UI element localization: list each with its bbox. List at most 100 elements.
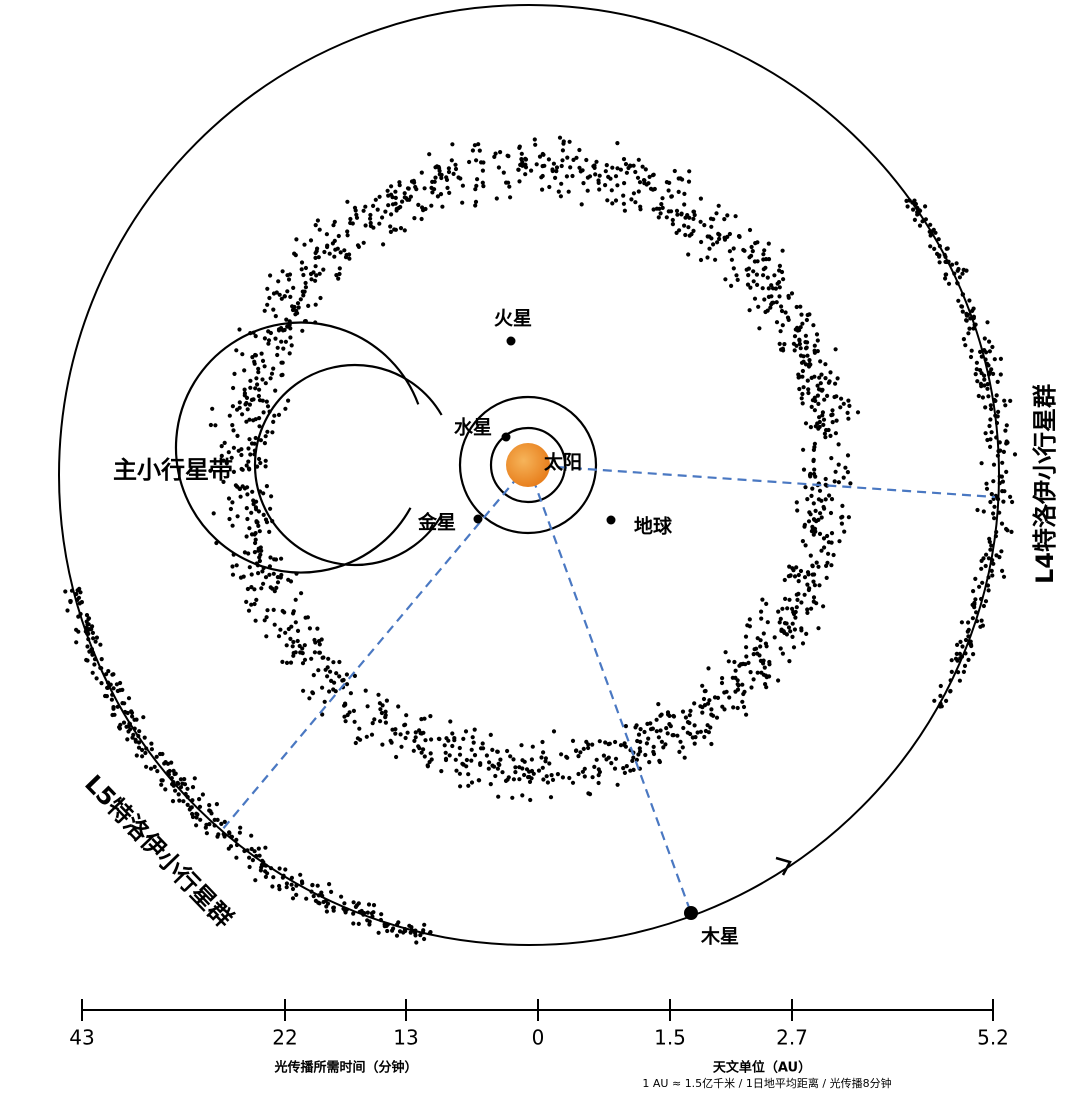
asteroid	[290, 886, 296, 892]
asteroid	[234, 348, 239, 353]
asteroid	[811, 501, 816, 506]
asteroid	[547, 184, 552, 190]
asteroid	[670, 217, 675, 223]
scale-tick-label: 2.7	[776, 1026, 808, 1050]
asteroid	[163, 787, 168, 792]
asteroid	[687, 169, 692, 174]
asteroid	[394, 933, 400, 938]
asteroid	[785, 606, 790, 611]
asteroid	[760, 597, 765, 602]
asteroid	[511, 757, 516, 762]
asteroid	[755, 651, 760, 656]
jupiter-line	[526, 464, 693, 914]
asteroid	[979, 461, 984, 466]
asteroid	[816, 517, 821, 523]
asteroid	[331, 908, 336, 913]
asteroid	[823, 435, 828, 440]
asteroid	[587, 174, 593, 179]
asteroid	[207, 803, 212, 808]
asteroid	[806, 387, 811, 392]
asteroid	[531, 771, 536, 776]
asteroid	[714, 211, 719, 216]
asteroid	[717, 236, 722, 241]
asteroid	[604, 163, 609, 168]
asteroid	[713, 257, 718, 262]
asteroid	[560, 775, 566, 780]
asteroid	[582, 766, 587, 771]
asteroid	[621, 201, 627, 206]
asteroid	[84, 619, 89, 624]
asteroid	[148, 766, 154, 771]
asteroid	[249, 833, 254, 838]
asteroid	[699, 239, 704, 245]
asteroid	[470, 148, 475, 153]
asteroid	[687, 713, 692, 718]
asteroid	[291, 639, 296, 645]
asteroid	[959, 620, 965, 625]
asteroid	[705, 234, 710, 239]
asteroid	[160, 778, 165, 783]
asteroid	[540, 187, 545, 192]
asteroid	[384, 698, 389, 703]
asteroid	[272, 622, 277, 627]
asteroid	[923, 204, 928, 209]
asteroid	[268, 555, 273, 560]
asteroid	[379, 710, 384, 716]
asteroid	[782, 630, 787, 636]
asteroid	[246, 459, 251, 464]
asteroid	[636, 732, 642, 737]
asteroid	[795, 597, 800, 603]
asteroid	[480, 168, 485, 173]
jupiter	[684, 906, 698, 920]
asteroid	[264, 399, 269, 404]
asteroid	[505, 748, 510, 754]
asteroid	[554, 169, 559, 174]
asteroid	[805, 353, 810, 358]
asteroid	[327, 251, 332, 256]
asteroid	[397, 180, 402, 185]
asteroid	[435, 194, 440, 199]
asteroid	[990, 573, 995, 578]
asteroid	[798, 304, 803, 309]
asteroid	[265, 404, 271, 409]
asteroid	[777, 620, 782, 625]
asteroid	[343, 255, 349, 260]
asteroid	[688, 708, 693, 714]
asteroid	[291, 609, 296, 614]
venus-label: 金星	[417, 511, 456, 534]
asteroid	[229, 455, 234, 460]
asteroid	[377, 194, 382, 199]
asteroid	[516, 167, 521, 172]
asteroid	[300, 661, 306, 666]
asteroid	[332, 238, 337, 243]
asteroid	[389, 212, 394, 217]
asteroid	[794, 565, 799, 570]
asteroid	[68, 599, 73, 604]
asteroid	[960, 271, 965, 276]
asteroid	[476, 778, 481, 783]
asteroid	[1004, 423, 1009, 428]
asteroid	[318, 295, 323, 301]
asteroid	[968, 354, 974, 360]
asteroid	[466, 783, 471, 788]
asteroid	[342, 248, 347, 253]
asteroid	[375, 207, 380, 212]
asteroid	[534, 162, 539, 167]
asteroid	[813, 474, 818, 479]
asteroid	[376, 930, 381, 935]
asteroid	[963, 637, 969, 643]
asteroid	[343, 719, 348, 724]
asteroid	[815, 338, 820, 343]
asteroid	[797, 374, 802, 379]
asteroid	[794, 343, 799, 348]
asteroid	[747, 617, 752, 622]
asteroid	[275, 580, 281, 585]
asteroid	[961, 267, 966, 272]
asteroid	[268, 273, 273, 278]
asteroid	[807, 312, 812, 317]
asteroid	[796, 579, 801, 584]
asteroid	[178, 785, 184, 790]
asteroid	[764, 685, 769, 690]
asteroid	[173, 788, 178, 793]
asteroid	[971, 589, 976, 594]
